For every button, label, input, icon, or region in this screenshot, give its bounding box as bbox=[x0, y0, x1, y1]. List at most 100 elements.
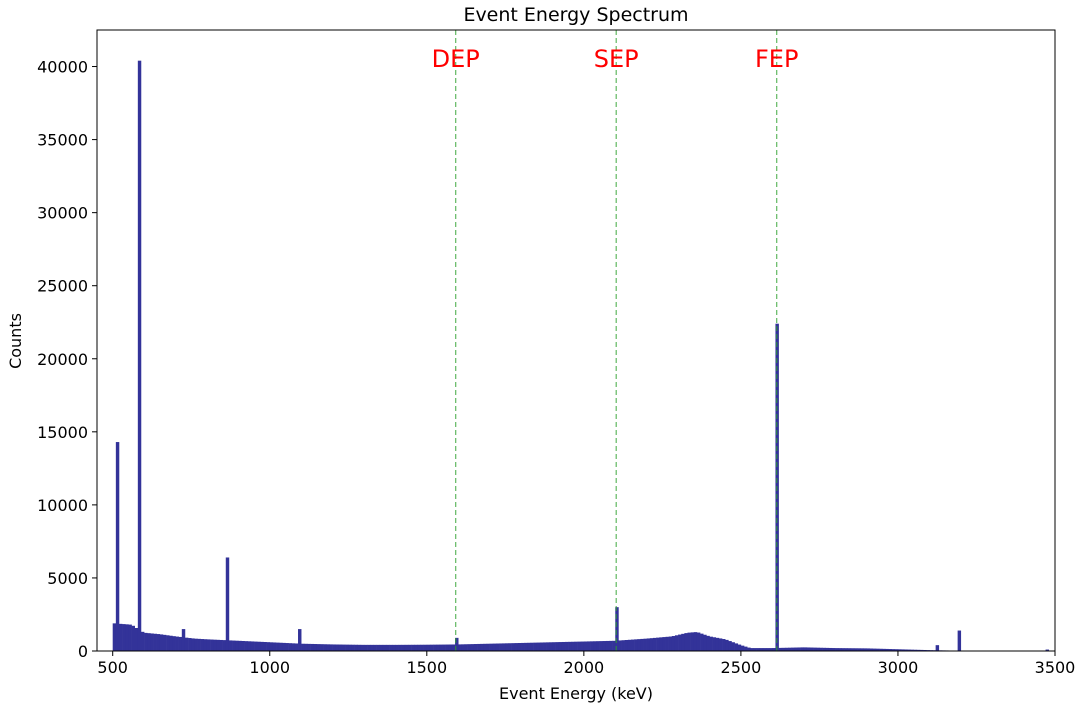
histogram-bar bbox=[728, 641, 732, 651]
histogram-bar bbox=[781, 647, 786, 651]
histogram-bar bbox=[897, 649, 902, 651]
histogram-bar bbox=[367, 644, 371, 651]
histogram-bar bbox=[122, 624, 126, 651]
x-tick-label: 1500 bbox=[406, 658, 447, 677]
histogram-bar bbox=[853, 648, 858, 651]
histogram-bars bbox=[112, 60, 1056, 652]
histogram-bar bbox=[907, 649, 911, 651]
histogram-bar bbox=[338, 644, 343, 651]
histogram-bar bbox=[753, 648, 757, 651]
histogram-bar bbox=[533, 642, 538, 651]
histogram-bar bbox=[828, 647, 833, 651]
histogram-bar bbox=[678, 634, 682, 651]
histogram-bar bbox=[766, 648, 770, 651]
histogram-bar bbox=[134, 627, 139, 651]
histogram-bar bbox=[901, 649, 905, 651]
histogram-bar bbox=[759, 648, 764, 651]
histogram-bar bbox=[172, 636, 176, 651]
histogram-bar bbox=[662, 637, 666, 651]
histogram-bar bbox=[838, 648, 842, 651]
histogram-bar bbox=[668, 636, 673, 651]
histogram-bar bbox=[269, 642, 274, 651]
histogram-bar bbox=[744, 646, 748, 651]
histogram-bar bbox=[178, 636, 183, 651]
histogram-bar bbox=[521, 642, 525, 651]
histogram-bar bbox=[480, 643, 484, 651]
plot-frame bbox=[96, 29, 1056, 652]
histogram-bar bbox=[140, 631, 145, 651]
histogram-bar bbox=[612, 640, 616, 651]
histogram-bar bbox=[483, 643, 487, 651]
histogram-bar bbox=[627, 639, 632, 651]
histogram-bar bbox=[420, 644, 424, 651]
histogram-bar bbox=[404, 644, 409, 651]
histogram-bar bbox=[640, 638, 644, 651]
histogram-bar bbox=[228, 640, 233, 651]
histogram-bar bbox=[797, 647, 801, 651]
histogram-bar bbox=[561, 641, 566, 651]
histogram-bar bbox=[703, 634, 707, 651]
histogram-bar bbox=[266, 642, 271, 651]
histogram-bar bbox=[546, 642, 550, 651]
x-tick-label: 2500 bbox=[721, 658, 762, 677]
histogram-bar bbox=[486, 643, 490, 651]
histogram-bar bbox=[813, 647, 817, 651]
histogram-bar bbox=[426, 644, 431, 651]
histogram-bar bbox=[159, 634, 164, 651]
histogram-bar bbox=[477, 643, 481, 651]
histogram-bar bbox=[115, 442, 120, 651]
histogram-bar bbox=[794, 647, 798, 651]
histogram-bar bbox=[451, 644, 456, 651]
histogram-bar bbox=[401, 644, 406, 651]
histogram-bar bbox=[816, 647, 820, 651]
histogram-bar bbox=[608, 640, 613, 651]
histogram-bar bbox=[194, 638, 198, 651]
histogram-bar bbox=[285, 643, 289, 651]
histogram-bar bbox=[150, 633, 154, 651]
marker-label-sep: SEP bbox=[594, 45, 639, 73]
y-tick-label: 10000 bbox=[37, 496, 88, 515]
histogram-bar bbox=[238, 640, 242, 651]
histogram-bar bbox=[590, 641, 594, 651]
histogram-bar bbox=[806, 647, 811, 651]
histogram-bar bbox=[257, 641, 261, 651]
histogram-bar bbox=[599, 641, 603, 651]
histogram-bar bbox=[370, 644, 374, 651]
histogram-bar bbox=[260, 641, 264, 651]
histogram-bar bbox=[313, 644, 318, 651]
histogram-bar bbox=[565, 641, 569, 651]
histogram-bar bbox=[913, 649, 918, 651]
histogram-bar bbox=[916, 649, 921, 651]
histogram-bar bbox=[499, 643, 503, 651]
histogram-bar bbox=[737, 644, 742, 651]
histogram-bar bbox=[847, 648, 852, 651]
histogram-bar bbox=[615, 607, 619, 651]
histogram-bar bbox=[219, 639, 223, 651]
histogram-bar bbox=[674, 635, 679, 651]
histogram-bar bbox=[693, 632, 698, 651]
histogram-bar bbox=[429, 644, 434, 651]
histogram-bar bbox=[772, 648, 776, 651]
histogram-bar bbox=[307, 643, 311, 651]
histogram-bar bbox=[276, 642, 280, 651]
histogram-bar bbox=[750, 648, 754, 651]
histogram-bar bbox=[131, 625, 135, 651]
histogram-bar bbox=[323, 644, 327, 651]
histogram-bar bbox=[200, 639, 205, 651]
histogram-bar bbox=[866, 648, 870, 651]
histogram-bar bbox=[316, 644, 321, 651]
histogram-bar bbox=[549, 642, 553, 651]
histogram-bar bbox=[646, 638, 651, 651]
histogram-bar bbox=[288, 643, 293, 651]
histogram-bar bbox=[888, 649, 892, 651]
histogram-bar bbox=[279, 642, 283, 651]
histogram-bar bbox=[624, 640, 629, 651]
histogram-bar bbox=[294, 643, 299, 651]
histogram-bar bbox=[247, 641, 252, 651]
histogram-bar bbox=[395, 644, 399, 651]
histogram-bar bbox=[225, 557, 230, 651]
histogram-bar bbox=[197, 638, 201, 651]
histogram-bar bbox=[800, 647, 805, 651]
histogram-bar bbox=[524, 642, 528, 651]
